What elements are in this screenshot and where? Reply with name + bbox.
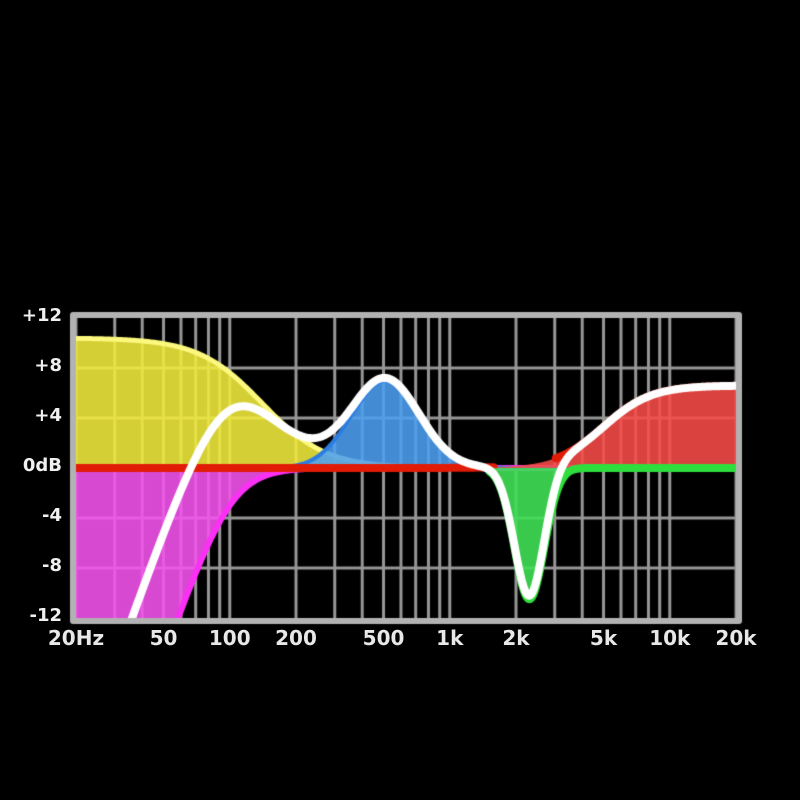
x-axis-tick-label: 5k bbox=[589, 626, 618, 650]
y-axis-tick-label: +4 bbox=[34, 405, 62, 426]
y-axis-tick-label: -4 bbox=[42, 505, 62, 526]
x-axis-tick-label: 20Hz bbox=[47, 626, 105, 650]
y-axis-tick-label: +8 bbox=[34, 355, 62, 376]
y-axis-tick-label: -8 bbox=[42, 555, 62, 576]
x-axis-tick-label: 20k bbox=[715, 626, 757, 650]
x-axis-tick-label: 200 bbox=[275, 626, 317, 650]
y-axis-tick-label: 0dB bbox=[22, 455, 62, 476]
x-axis-tick-label: 1k bbox=[436, 626, 464, 650]
x-axis-tick-label: 100 bbox=[208, 626, 251, 650]
x-axis-tick-label: 50 bbox=[149, 626, 178, 650]
x-axis-tick-label: 500 bbox=[362, 626, 405, 650]
y-axis-tick-label: -12 bbox=[29, 605, 62, 626]
x-axis-tick-label: 2k bbox=[502, 626, 530, 650]
y-axis-tick-label: +12 bbox=[21, 305, 62, 326]
x-axis-tick-label: 10k bbox=[649, 626, 691, 650]
